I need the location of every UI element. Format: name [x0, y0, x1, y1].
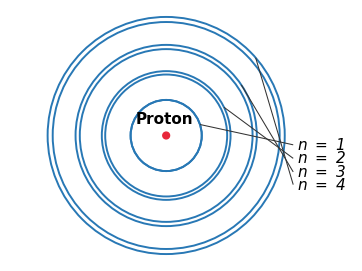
- Text: $\it{n}$ $=$ 3: $\it{n}$ $=$ 3: [298, 164, 346, 180]
- Text: $\it{n}$ $=$ 1: $\it{n}$ $=$ 1: [298, 137, 345, 153]
- Circle shape: [163, 132, 169, 139]
- Text: $\it{n}$ $=$ 4: $\it{n}$ $=$ 4: [298, 177, 346, 193]
- Text: $\it{n}$ $=$ 2: $\it{n}$ $=$ 2: [298, 150, 346, 166]
- Text: Proton: Proton: [136, 112, 193, 127]
